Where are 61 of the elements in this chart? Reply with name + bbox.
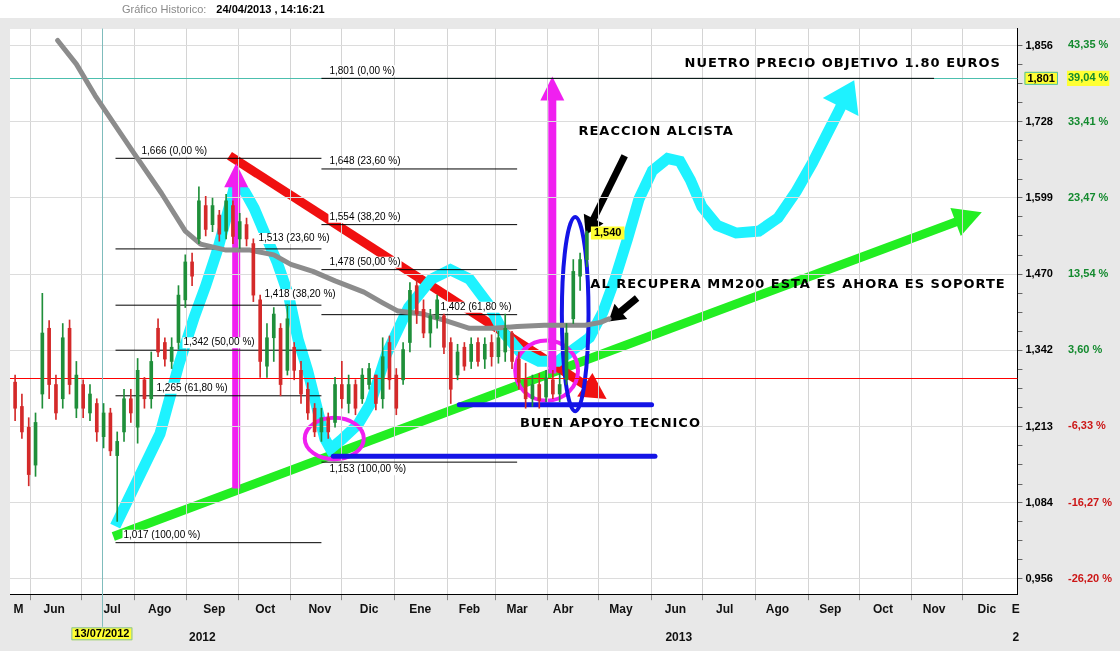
text: 1,540: [593, 226, 622, 239]
x-tick-label: Sep: [819, 601, 842, 616]
x-tick-label: Jun: [43, 601, 65, 616]
x-tick-label: May: [609, 601, 633, 616]
series-label: 1,153 (100,00 %): [329, 463, 407, 475]
series-label: 1,402 (61,80 %): [440, 300, 512, 312]
ref-line-label: 1,801: [1027, 71, 1055, 84]
x-tick-label: Sep: [203, 601, 226, 616]
x-tick-label: Jul: [103, 601, 121, 616]
y-tick-label: 1,728: [1025, 114, 1053, 127]
y2-tick-label: 13,54 %: [1067, 267, 1109, 280]
y2-tick-label: -26,20 %: [1067, 571, 1113, 584]
x-tick-label: Nov: [922, 601, 946, 616]
x-tick-label: Abr: [552, 601, 574, 616]
x-tick-label: Dic: [977, 601, 997, 616]
x-tick-label: Ene: [409, 601, 432, 616]
y2-tick-label: 33,41 %: [1067, 114, 1109, 127]
series-label: 1,478 (50,00 %): [329, 255, 401, 267]
x-tick-label: Nov: [308, 601, 332, 616]
x-tick-label: Oct: [255, 601, 276, 616]
x-tick-label: Ago: [765, 601, 790, 616]
x-tick-label: Oct: [873, 601, 894, 616]
x2-tick-label: 2: [1012, 630, 1020, 645]
series-label: 1,554 (38,20 %): [329, 210, 401, 222]
series-label: 1,666 (0,00 %): [141, 144, 208, 156]
x-tick-label: E: [1011, 601, 1020, 616]
y-tick-label: 0,956: [1025, 571, 1053, 584]
y-tick-label: 1,470: [1025, 267, 1053, 280]
y-tick-label: 1,213: [1025, 419, 1053, 432]
y2-tick-label: 23,47 %: [1067, 190, 1109, 203]
series-label: 1,265 (61,80 %): [156, 382, 228, 394]
y2-tick-label: 43,35 %: [1067, 38, 1109, 51]
x2-tick-label: 2013: [665, 630, 693, 645]
annotation: BUEN APOYO TECNICO: [519, 414, 701, 430]
y-tick-label: 1,084: [1025, 496, 1054, 509]
y2-tick-label: -6,33 %: [1067, 419, 1107, 432]
x-tick-label: Mar: [506, 601, 529, 616]
x-tick-label: Feb: [458, 601, 481, 616]
series-label: 1,342 (50,00 %): [183, 336, 255, 348]
x-tick-label: Jul: [716, 601, 734, 616]
series-label: 1,418 (38,20 %): [264, 288, 336, 300]
ref-line-label: 13/07/2012: [74, 627, 130, 640]
series-label: 1,513 (23,60 %): [258, 232, 330, 244]
series-label: 1,648 (23,60 %): [329, 155, 401, 167]
series-label: 1,017 (100,00 %): [123, 528, 201, 540]
annotation: REACCION ALCISTA: [578, 122, 734, 138]
annotation: NUETRO PRECIO OBJETIVO 1.80 EUROS: [684, 54, 1001, 70]
y-tick-label: 1,856: [1025, 38, 1053, 51]
x-tick-label: M: [13, 601, 24, 616]
x-tick-label: Ago: [148, 601, 172, 616]
y2-tick-label: -16,27 %: [1067, 495, 1113, 508]
y2-tick-label: 3,60 %: [1067, 343, 1103, 356]
y-tick-label: 1,599: [1025, 191, 1053, 204]
chart-title: Gráfico Historico:: [122, 3, 207, 15]
chart-subtitle: 24/04/2013 , 14:16:21: [216, 3, 325, 15]
series-label: 1,801 (0,00 %): [329, 64, 396, 76]
x-tick-label: Dic: [359, 601, 379, 616]
x-tick-label: Jun: [664, 601, 687, 616]
y2-tick-label: 39,04 %: [1067, 71, 1109, 84]
x2-tick-label: 2012: [188, 630, 216, 645]
y-tick-label: 1,342: [1025, 343, 1053, 356]
